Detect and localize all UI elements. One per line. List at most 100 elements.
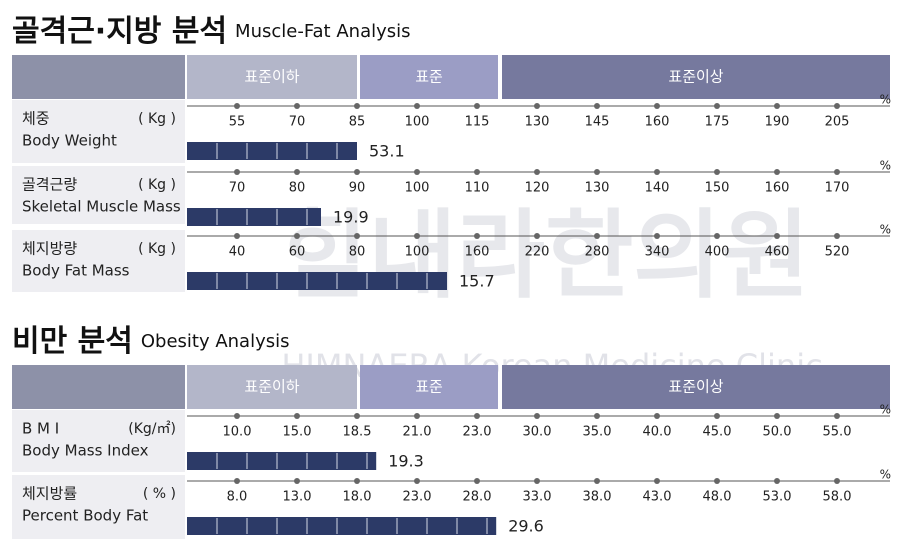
tick-label: 85 bbox=[349, 115, 366, 130]
bar bbox=[187, 142, 357, 160]
header-text: 표준이하 bbox=[244, 378, 299, 396]
tick-label: 150 bbox=[705, 181, 730, 196]
tick-label: 145 bbox=[585, 115, 610, 130]
row-label-en: Skeletal Muscle Mass bbox=[22, 198, 181, 216]
tick-label: 55.0 bbox=[823, 425, 852, 440]
tick-label: 115 bbox=[465, 115, 490, 130]
tick-dot bbox=[534, 169, 540, 175]
row-label-en: Body Fat Mass bbox=[22, 262, 130, 280]
header-cell bbox=[187, 365, 357, 409]
row-label-ko: 골격근량 bbox=[22, 176, 77, 194]
tick-label: 160 bbox=[645, 115, 670, 130]
tick-dot bbox=[234, 413, 240, 419]
tick-label: 43.0 bbox=[643, 490, 672, 505]
axis-unit: % bbox=[880, 223, 891, 237]
bar-value: 15.7 bbox=[459, 272, 495, 291]
tick-label: 110 bbox=[465, 181, 490, 196]
tick-label: 100 bbox=[405, 115, 430, 130]
axis-unit: % bbox=[880, 93, 891, 107]
tick-label: 40.0 bbox=[643, 425, 672, 440]
tick-dot bbox=[714, 478, 720, 484]
tick-label: 53.0 bbox=[763, 490, 792, 505]
tick-dot bbox=[534, 478, 540, 484]
tick-dot bbox=[654, 413, 660, 419]
tick-dot bbox=[774, 103, 780, 109]
row-unit: ( Kg ) bbox=[138, 241, 176, 257]
row-label-ko: 체지방률 bbox=[22, 485, 77, 503]
row-label-ko: B M I bbox=[22, 420, 59, 438]
tick-dot bbox=[234, 103, 240, 109]
tick-label: 55 bbox=[229, 115, 246, 130]
tick-label: 80 bbox=[289, 181, 306, 196]
header-cell bbox=[187, 55, 357, 99]
tick-dot bbox=[654, 169, 660, 175]
tick-label: 18.5 bbox=[343, 425, 372, 440]
header-cell bbox=[502, 55, 890, 99]
tick-label: 21.0 bbox=[403, 425, 432, 440]
tick-dot bbox=[714, 413, 720, 419]
row-label-cell bbox=[12, 475, 185, 539]
watermark-name: 힘내라한의원 bbox=[280, 199, 810, 311]
tick-dot bbox=[714, 103, 720, 109]
tick-dot bbox=[534, 413, 540, 419]
tick-dot bbox=[474, 478, 480, 484]
tick-dot bbox=[354, 169, 360, 175]
section-title: 골격근·지방 분석 Muscle-Fat Analysis bbox=[12, 14, 411, 49]
tick-label: 30.0 bbox=[523, 425, 552, 440]
bar-value: 29.6 bbox=[508, 517, 544, 536]
section-title-ko: 비만 분석 bbox=[12, 324, 133, 359]
tick-dot bbox=[594, 233, 600, 239]
tick-dot bbox=[414, 478, 420, 484]
tick-label: 160 bbox=[465, 245, 490, 260]
header-label-cell bbox=[12, 55, 185, 99]
tick-dot bbox=[834, 413, 840, 419]
tick-label: 23.0 bbox=[403, 490, 432, 505]
tick-label: 38.0 bbox=[583, 490, 612, 505]
row-unit: ( % ) bbox=[143, 486, 176, 502]
tick-label: 60 bbox=[289, 245, 306, 260]
row-unit: ( Kg ) bbox=[138, 177, 176, 193]
tick-dot bbox=[294, 103, 300, 109]
tick-dot bbox=[774, 233, 780, 239]
tick-dot bbox=[474, 103, 480, 109]
tick-label: 28.0 bbox=[463, 490, 492, 505]
tick-dot bbox=[534, 233, 540, 239]
tick-dot bbox=[414, 233, 420, 239]
row-label-en: Percent Body Fat bbox=[22, 507, 148, 525]
tick-dot bbox=[774, 169, 780, 175]
row-label-cell bbox=[12, 230, 185, 292]
bar bbox=[187, 272, 447, 290]
header-label-cell bbox=[12, 365, 185, 409]
tick-label: 35.0 bbox=[583, 425, 612, 440]
axis-unit: % bbox=[880, 468, 891, 482]
section-title-en: Muscle-Fat Analysis bbox=[235, 21, 410, 42]
row-label-cell bbox=[12, 410, 185, 472]
tick-label: 170 bbox=[825, 181, 850, 196]
header-cell bbox=[360, 365, 498, 409]
tick-label: 340 bbox=[645, 245, 670, 260]
tick-label: 58.0 bbox=[823, 490, 852, 505]
tick-label: 70 bbox=[289, 115, 306, 130]
tick-dot bbox=[834, 103, 840, 109]
tick-label: 520 bbox=[825, 245, 850, 260]
tick-dot bbox=[714, 233, 720, 239]
tick-dot bbox=[354, 413, 360, 419]
row-unit: ( Kg ) bbox=[138, 111, 176, 127]
tick-label: 175 bbox=[705, 115, 730, 130]
tick-label: 90 bbox=[349, 181, 366, 196]
tick-label: 220 bbox=[525, 245, 550, 260]
tick-dot bbox=[234, 478, 240, 484]
tick-label: 40 bbox=[229, 245, 246, 260]
tick-label: 45.0 bbox=[703, 425, 732, 440]
tick-label: 400 bbox=[705, 245, 730, 260]
axis-unit: % bbox=[880, 159, 891, 173]
tick-label: 140 bbox=[645, 181, 670, 196]
bar-value: 53.1 bbox=[369, 142, 405, 161]
tick-dot bbox=[594, 478, 600, 484]
bar-value: 19.9 bbox=[333, 208, 369, 227]
header-cell bbox=[360, 55, 498, 99]
tick-label: 130 bbox=[585, 181, 610, 196]
row-label-ko: 체중 bbox=[22, 110, 50, 128]
header-cell bbox=[502, 365, 890, 409]
